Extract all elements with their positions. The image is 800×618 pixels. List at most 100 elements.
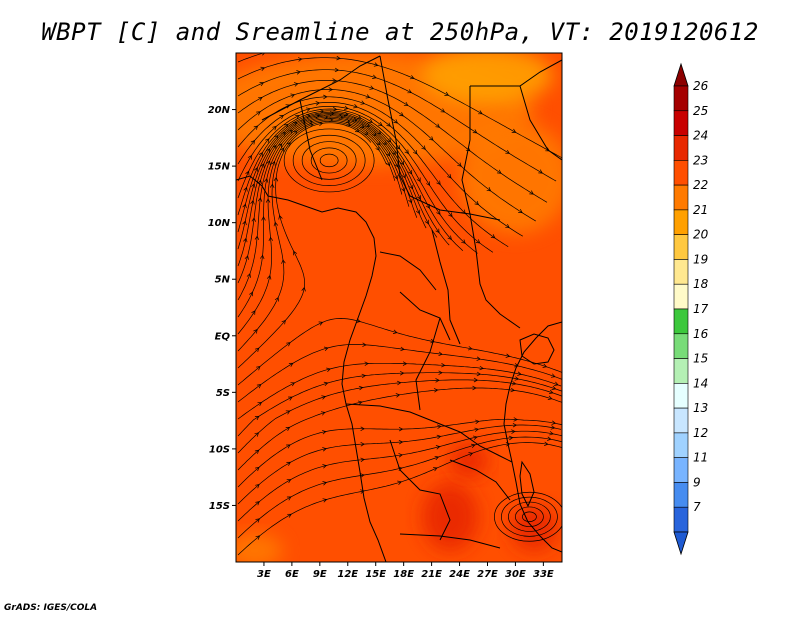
streamline [237,108,478,254]
longitude-axis: 3E 6E 9E 12E 15E 18E 21E 24E 27E 30E 33E [257,562,554,580]
streamline-arrow [286,461,292,466]
streamline-arrow [490,234,496,239]
streamline-arrow [440,108,446,113]
streamline-arrow [476,371,482,377]
streamline [237,120,387,352]
colorbar-swatch [673,333,689,359]
streamline-arrow [322,464,328,469]
streamline-arrow [401,187,406,192]
streamline-arrow [280,147,285,152]
streamline-arrow [398,426,404,432]
streamline-arrow [306,107,311,112]
streamline [237,96,523,237]
streamline-arrow [242,220,247,226]
lon-tick-label: 15E [365,569,386,580]
streamline-arrow [429,136,434,141]
lon-tick-label: 12E [337,569,358,580]
streamline-arrow [416,177,421,183]
streamline-arrow [328,87,334,92]
streamline-arrow [245,170,250,176]
colorbar-label: 20 [693,228,709,242]
streamline-arrow [285,426,291,431]
streamline-arrow [514,376,520,381]
streamline-arrow [321,395,327,400]
streamline-arrow [436,210,441,215]
streamline-arrow [260,66,266,71]
coastline-east-africa [503,321,562,553]
streamline-arrow [476,356,482,361]
streamline-arrow [253,167,259,172]
streamline-arrow [376,141,381,146]
streamline-arrow [361,373,367,379]
streamline-arrow [457,162,462,167]
field-region-21 [422,53,553,104]
lon-tick-label: 3E [257,569,271,580]
colorbar-label: 12 [693,426,708,440]
streamline-arrow [266,274,272,280]
streamline-arrow [382,140,387,146]
streamline-arrow [363,130,369,135]
vortex-streamline [515,506,544,527]
vortex-streamline [501,496,558,537]
streamline-arrow [550,373,556,378]
streamline-arrow [475,239,481,244]
colorbar: 26 25 24 23 22 21 20 19 18 17 16 15 14 13 12 11 9 7 [673,62,709,556]
vortex-streamline [283,128,375,193]
streamline-arrow [403,101,409,106]
streamline-arrow [265,198,271,203]
streamline-arrow [364,361,369,366]
streamline [237,119,396,335]
vortex-streamline [522,511,537,523]
streamline-arrow [479,365,484,371]
streamline-arrow [550,425,556,430]
colorbar-swatch [673,482,689,508]
streamline-arrow [474,427,480,432]
colorbar-label: 11 [693,451,708,465]
streamline [237,387,562,471]
streamline-arrow [424,219,429,225]
streamline-arrow [435,123,441,128]
streamline-arrow [430,338,435,344]
streamline-arrow [360,100,366,105]
streamline-arrow [433,467,438,472]
streamline-arrow [255,518,260,523]
plot-frame [235,52,563,563]
streamline-arrow [250,139,256,145]
streamline-arrow [474,200,480,206]
streamline-arrow [401,173,406,179]
streamline [237,116,410,301]
streamline-arrow [514,363,519,368]
streamline-arrow [508,435,514,441]
streamline-arrow [256,111,261,116]
field-region-22 [459,120,562,234]
lon-tick-label: 27E [477,569,498,580]
streamline-arrow [253,328,258,334]
colorbar-swatch [673,358,689,384]
streamline-arrow [334,67,340,73]
border-central [379,213,521,411]
streamline [237,113,438,250]
streamline-arrow [467,346,473,351]
streamline-arrow [256,384,262,389]
streamline-arrow [295,114,300,120]
streamline-arrow [448,212,453,218]
colorbar-swatch [673,432,689,458]
streamline-arrow [373,62,379,67]
streamline-arrow [263,177,269,183]
streamline-arrow [468,452,474,457]
streamline-arrow [409,75,415,80]
streamline-arrow [279,115,285,120]
streamline-arrow [322,481,328,486]
streamline-arrow [286,342,291,347]
streamline-arrow [505,353,511,358]
vortex-streamline [310,147,348,174]
streamline-arrow [436,180,441,186]
streamline-arrow [543,441,549,447]
streamline-arrow [472,129,478,134]
streamline-arrow [322,447,327,452]
streamline-arrow [268,236,274,242]
streamline [237,53,265,63]
streamline-arrow [244,255,249,260]
streamline-arrow [265,138,270,143]
streamline-arrow [301,286,306,292]
